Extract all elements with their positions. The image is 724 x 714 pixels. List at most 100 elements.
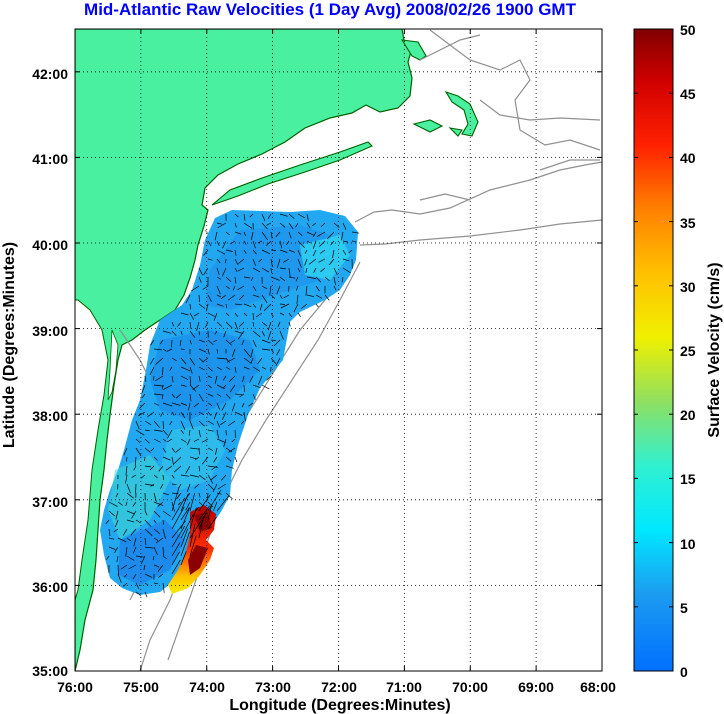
velocity-arrow bbox=[193, 438, 200, 442]
velocity-arrow bbox=[193, 402, 200, 408]
velocity-arrow bbox=[171, 542, 181, 557]
velocity-arrow bbox=[207, 375, 213, 379]
velocity-arrow bbox=[220, 420, 227, 426]
velocity-arrow bbox=[243, 384, 245, 392]
velocity-arrow bbox=[225, 456, 232, 462]
velocity-arrow bbox=[138, 411, 146, 417]
velocity-arrow bbox=[238, 321, 245, 328]
velocity-arrow bbox=[237, 267, 245, 272]
velocity-arrow bbox=[108, 537, 115, 540]
velocity-arrow bbox=[162, 528, 166, 539]
velocity-arrow bbox=[216, 276, 222, 280]
velocity-arrow bbox=[250, 348, 254, 359]
velocity-arrow bbox=[231, 438, 236, 443]
velocity-arrow bbox=[252, 249, 257, 255]
velocity-arrow bbox=[342, 267, 351, 274]
velocity-arrow bbox=[288, 222, 294, 230]
velocity-arrow bbox=[135, 429, 145, 436]
velocity-arrow bbox=[228, 375, 236, 383]
velocity-arrow bbox=[153, 519, 157, 524]
velocity-arrow bbox=[252, 285, 257, 291]
velocity-arrow bbox=[120, 564, 128, 570]
velocity-arrow bbox=[273, 339, 281, 347]
velocity-arrow bbox=[198, 465, 201, 472]
velocity-arrow bbox=[306, 213, 309, 222]
velocity-arrow bbox=[126, 510, 135, 515]
velocity-arrow bbox=[249, 375, 254, 383]
velocity-arrow bbox=[180, 508, 190, 530]
velocity-arrow bbox=[243, 366, 250, 370]
velocity-arrow bbox=[288, 267, 291, 278]
velocity-arrow bbox=[106, 555, 110, 560]
velocity-arrow bbox=[214, 231, 218, 241]
velocity-arrow bbox=[149, 465, 155, 471]
velocity-arrow bbox=[198, 420, 205, 427]
velocity-arrow bbox=[180, 507, 190, 521]
velocity-arrow bbox=[115, 492, 119, 498]
velocity-arrow bbox=[295, 285, 299, 291]
y-tick-label: 42:00 bbox=[32, 66, 68, 82]
velocity-arrow bbox=[162, 402, 173, 407]
velocity-arrow bbox=[203, 267, 209, 276]
velocity-arrow bbox=[135, 555, 145, 558]
velocity-arrow bbox=[270, 249, 277, 251]
velocity-arrow bbox=[153, 546, 158, 556]
velocity-arrow bbox=[252, 240, 256, 249]
velocity-arrow bbox=[261, 222, 268, 230]
velocity-arrow bbox=[304, 258, 308, 266]
velocity-arrow bbox=[207, 384, 212, 389]
y-tick-label: 37:00 bbox=[32, 494, 68, 510]
velocity-arrow bbox=[125, 465, 128, 476]
velocity-arrow bbox=[342, 258, 350, 262]
velocity-arrow bbox=[243, 240, 247, 245]
velocity-arrow bbox=[198, 393, 204, 402]
velocity-arrow bbox=[207, 465, 218, 468]
x-tick-label: 74:00 bbox=[189, 679, 225, 695]
velocity-arrow bbox=[134, 456, 137, 466]
velocity-arrow bbox=[261, 321, 268, 327]
velocity-arrow bbox=[288, 312, 293, 318]
velocity-arrow bbox=[105, 519, 110, 525]
velocity-arrow bbox=[249, 213, 254, 218]
velocity-arrow bbox=[188, 429, 191, 436]
velocity-arrow bbox=[258, 258, 263, 263]
velocity-arrow bbox=[198, 492, 201, 498]
velocity-arrow bbox=[171, 506, 185, 530]
velocity-arrow bbox=[217, 483, 227, 490]
velocity-arrow bbox=[153, 420, 161, 429]
velocity-arrow bbox=[234, 267, 238, 272]
velocity-arrow bbox=[234, 330, 244, 335]
x-axis-label: Longitude (Degrees:Minutes) bbox=[229, 697, 450, 714]
velocity-arrow bbox=[333, 285, 337, 291]
velocity-arrow bbox=[216, 393, 222, 397]
velocity-arrow bbox=[180, 348, 186, 351]
velocity-arrow bbox=[222, 240, 227, 249]
velocity-arrow bbox=[204, 321, 209, 328]
velocity-arrow bbox=[180, 420, 186, 430]
velocity-arrow bbox=[225, 465, 234, 469]
velocity-arrow bbox=[189, 384, 197, 392]
velocity-arrow bbox=[207, 504, 213, 521]
velocity-arrow bbox=[167, 429, 173, 439]
axis-ticks bbox=[74, 29, 603, 672]
velocity-arrow bbox=[153, 348, 162, 351]
velocity-arrow bbox=[117, 537, 127, 543]
velocity-arrow bbox=[180, 402, 188, 406]
velocity-arrow bbox=[293, 303, 299, 313]
velocity-arrow bbox=[201, 438, 209, 443]
velocity-arrow bbox=[162, 429, 168, 436]
velocity-vectors bbox=[105, 213, 360, 598]
x-tick-label: 68:00 bbox=[580, 679, 616, 695]
velocity-arrow bbox=[150, 483, 155, 487]
velocity-arrow bbox=[153, 384, 164, 387]
velocity-arrow bbox=[250, 231, 254, 240]
velocity-arrow bbox=[270, 339, 276, 341]
velocity-arrow bbox=[207, 240, 212, 247]
velocity-arrow bbox=[267, 213, 272, 219]
velocity-arrow bbox=[297, 240, 305, 248]
velocity-arrow bbox=[207, 429, 214, 432]
velocity-arrow bbox=[279, 213, 288, 217]
velocity-arrow bbox=[153, 528, 161, 535]
velocity-arrow bbox=[180, 411, 186, 419]
velocity-arrow bbox=[189, 524, 196, 548]
